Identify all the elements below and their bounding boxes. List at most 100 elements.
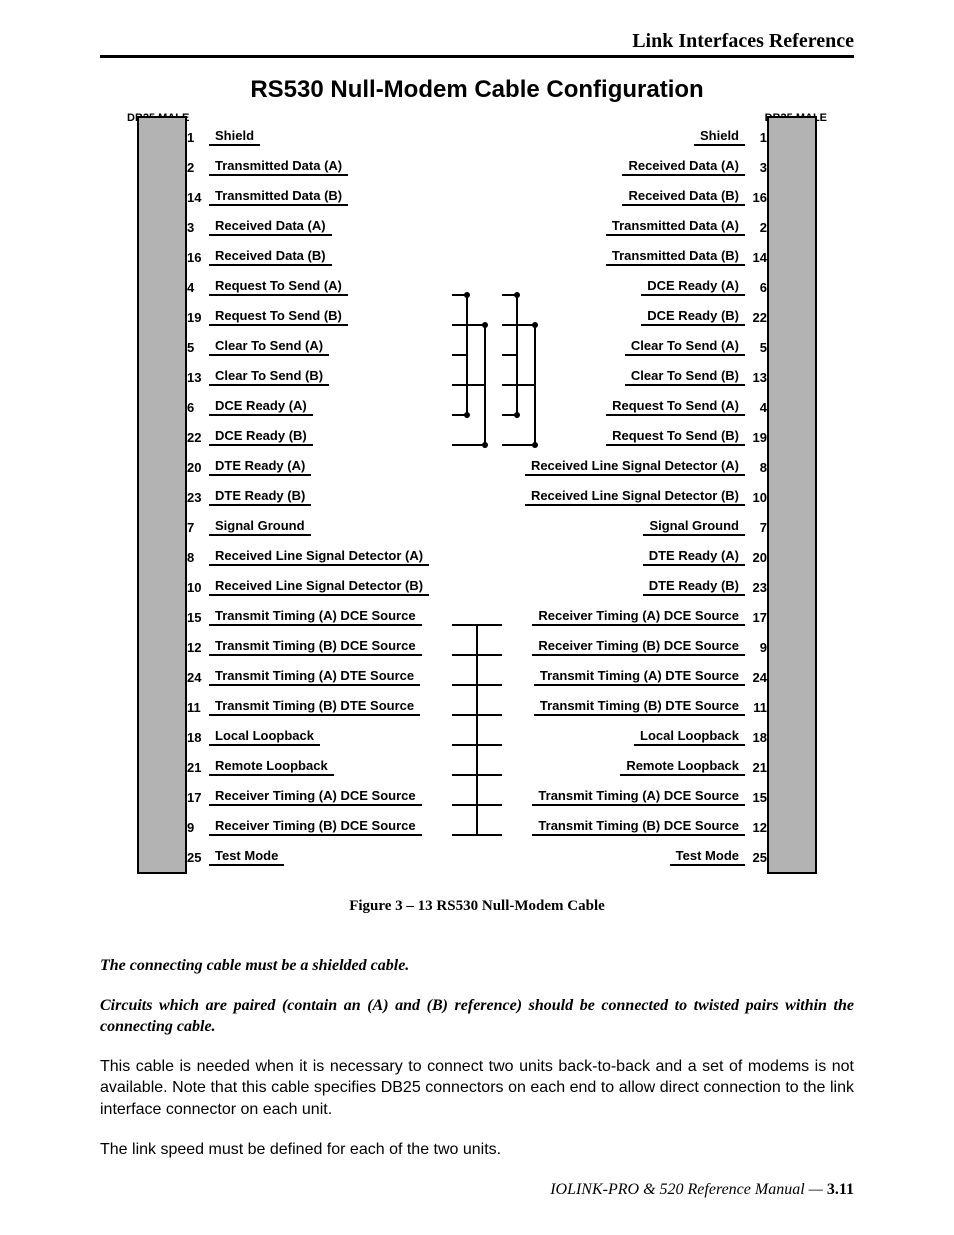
left-pin-number: 21 [187, 760, 209, 776]
right-pin-number: 1 [745, 130, 767, 146]
left-pin-number: 9 [187, 820, 209, 836]
note-twisted: Circuits which are paired (contain an (A… [100, 995, 854, 1038]
left-pin-row: 21Remote Loopback [187, 746, 334, 776]
right-pin-label: DCE Ready (A) [641, 278, 745, 296]
right-pin-number: 23 [745, 580, 767, 596]
left-pin-row: 20DTE Ready (A) [187, 446, 311, 476]
left-pin-label: Request To Send (B) [209, 308, 348, 326]
left-pin-row: 23DTE Ready (B) [187, 476, 311, 506]
left-pin-row: 24Transmit Timing (A) DTE Source [187, 656, 420, 686]
left-pin-row: 19Request To Send (B) [187, 296, 348, 326]
page: Link Interfaces Reference RS530 Null-Mod… [0, 0, 954, 1235]
right-pin-number: 3 [745, 160, 767, 176]
right-pin-number: 8 [745, 460, 767, 476]
right-pin-number: 18 [745, 730, 767, 746]
right-pin-label: Receiver Timing (A) DCE Source [532, 608, 745, 626]
right-pin-label: Transmit Timing (B) DTE Source [534, 698, 745, 716]
left-pin-label: Clear To Send (B) [209, 368, 329, 386]
right-pin-label: Transmit Timing (B) DCE Source [532, 818, 745, 836]
right-pin-label: Received Line Signal Detector (A) [525, 458, 745, 476]
right-pin-number: 10 [745, 490, 767, 506]
left-pin-row: 1Shield [187, 116, 260, 146]
paragraph-speed: The link speed must be defined for each … [100, 1139, 854, 1161]
right-pin-number: 12 [745, 820, 767, 836]
right-pin-row: Received Line Signal Detector (A)8 [525, 446, 767, 476]
left-pin-label: Received Data (A) [209, 218, 332, 236]
right-pin-label: Transmit Timing (A) DCE Source [532, 788, 745, 806]
page-number: 3.11 [827, 1181, 854, 1198]
left-pin-label: DCE Ready (B) [209, 428, 313, 446]
left-pin-number: 7 [187, 520, 209, 536]
left-pin-row: 9Receiver Timing (B) DCE Source [187, 806, 422, 836]
left-pin-label: Remote Loopback [209, 758, 334, 776]
left-pin-number: 22 [187, 430, 209, 446]
left-pin-label: Receiver Timing (A) DCE Source [209, 788, 422, 806]
left-pin-label: Test Mode [209, 848, 284, 866]
left-pin-row: 6DCE Ready (A) [187, 386, 313, 416]
header-rule [100, 55, 854, 58]
right-pin-row: DCE Ready (B)22 [641, 296, 767, 326]
right-pin-label: DTE Ready (B) [643, 578, 745, 596]
left-pin-row: 3Received Data (A) [187, 206, 332, 236]
left-pin-row: 14Transmitted Data (B) [187, 176, 348, 206]
left-pin-label: Transmitted Data (A) [209, 158, 348, 176]
pinout-diagram: 1Shield2Transmitted Data (A)14Transmitte… [127, 116, 827, 874]
left-pin-label: DTE Ready (B) [209, 488, 311, 506]
right-pin-label: Signal Ground [643, 518, 745, 536]
left-pin-label: Request To Send (A) [209, 278, 348, 296]
right-pin-label: Receiver Timing (B) DCE Source [532, 638, 745, 656]
left-pin-number: 20 [187, 460, 209, 476]
left-pin-row: 25Test Mode [187, 836, 284, 866]
left-pin-number: 14 [187, 190, 209, 206]
left-pin-number: 18 [187, 730, 209, 746]
right-pin-row: Clear To Send (B)13 [625, 356, 767, 386]
pins-area: 1Shield2Transmitted Data (A)14Transmitte… [187, 116, 767, 874]
left-pin-label: Received Data (B) [209, 248, 332, 266]
right-pin-label: Transmitted Data (A) [606, 218, 745, 236]
left-pin-row: 7Signal Ground [187, 506, 311, 536]
left-pin-number: 25 [187, 850, 209, 866]
right-pin-number: 9 [745, 640, 767, 656]
right-pin-number: 5 [745, 340, 767, 356]
right-pin-row: Test Mode25 [670, 836, 767, 866]
right-pin-number: 25 [745, 850, 767, 866]
left-pin-label: Transmit Timing (B) DCE Source [209, 638, 422, 656]
left-pin-number: 24 [187, 670, 209, 686]
left-pin-label: Shield [209, 128, 260, 146]
right-pin-row: DTE Ready (A)20 [643, 536, 767, 566]
right-connector-body [767, 116, 817, 874]
right-pin-number: 11 [745, 700, 767, 716]
right-pin-row: Transmit Timing (A) DCE Source15 [532, 776, 767, 806]
right-pin-row: Shield1 [694, 116, 767, 146]
right-pin-row: Received Line Signal Detector (B)10 [525, 476, 767, 506]
right-pin-row: Received Data (A)3 [622, 146, 767, 176]
right-pin-label: Clear To Send (A) [625, 338, 745, 356]
footer-text: IOLINK-PRO & 520 Reference Manual — [550, 1181, 827, 1198]
left-pin-number: 23 [187, 490, 209, 506]
left-pin-number: 5 [187, 340, 209, 356]
right-pin-row: Received Data (B)16 [622, 176, 767, 206]
left-pin-label: Local Loopback [209, 728, 320, 746]
right-pin-label: Received Data (A) [622, 158, 745, 176]
left-pin-label: Transmit Timing (A) DTE Source [209, 668, 420, 686]
right-pin-row: DTE Ready (B)23 [643, 566, 767, 596]
left-pin-label: Signal Ground [209, 518, 311, 536]
right-pin-row: Transmit Timing (A) DTE Source24 [534, 656, 767, 686]
left-pin-number: 1 [187, 130, 209, 146]
right-pin-number: 13 [745, 370, 767, 386]
right-pin-row: Clear To Send (A)5 [625, 326, 767, 356]
left-pin-number: 17 [187, 790, 209, 806]
right-pin-row: Receiver Timing (B) DCE Source9 [532, 626, 767, 656]
left-pin-number: 12 [187, 640, 209, 656]
left-pin-row: 16Received Data (B) [187, 236, 332, 266]
right-pin-number: 14 [745, 250, 767, 266]
left-pin-row: 22DCE Ready (B) [187, 416, 313, 446]
right-pin-label: Remote Loopback [620, 758, 745, 776]
right-pin-row: Transmit Timing (B) DTE Source11 [534, 686, 767, 716]
right-pin-number: 24 [745, 670, 767, 686]
right-pin-label: Received Data (B) [622, 188, 745, 206]
left-pin-number: 6 [187, 400, 209, 416]
right-pin-label: Transmitted Data (B) [606, 248, 745, 266]
left-pin-row: 18Local Loopback [187, 716, 320, 746]
right-pin-label: Request To Send (A) [606, 398, 745, 416]
